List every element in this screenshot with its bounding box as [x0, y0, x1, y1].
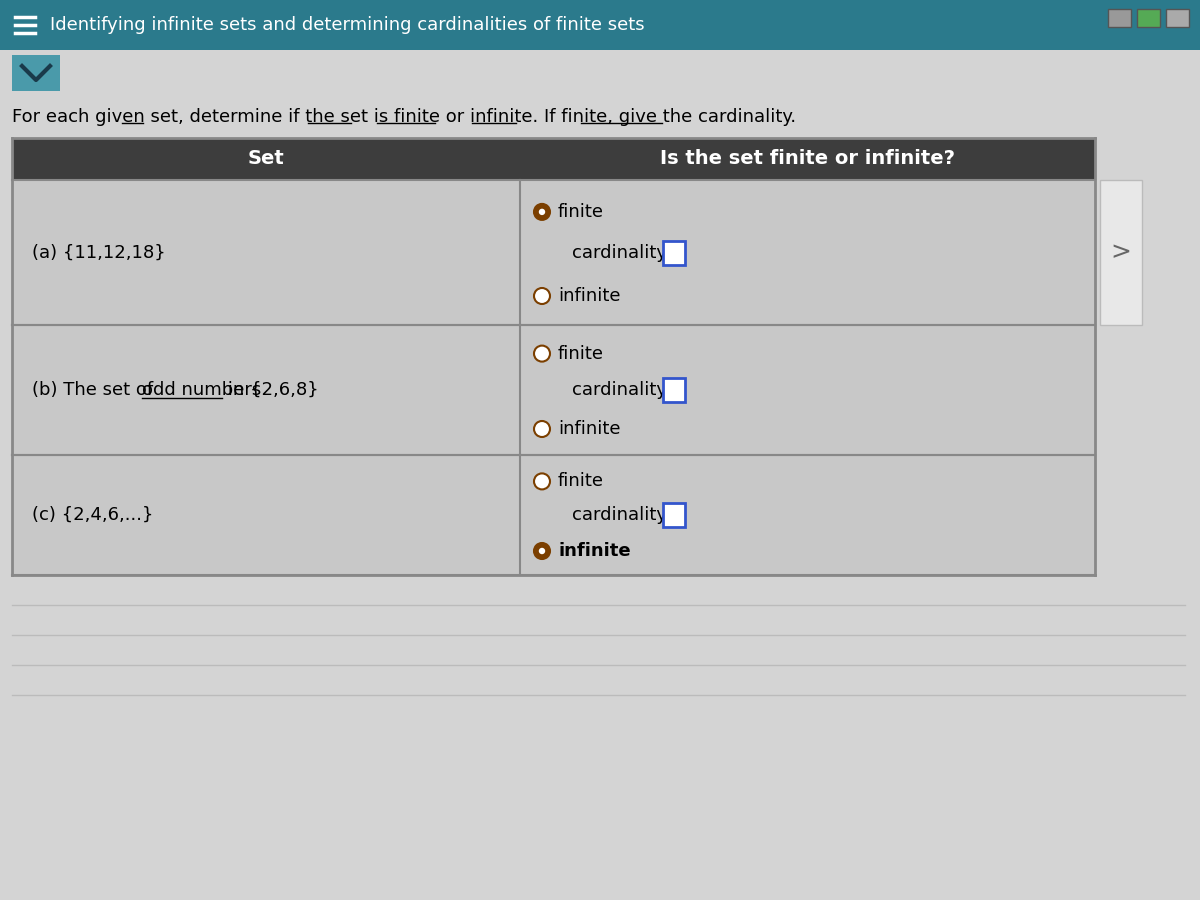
Text: odd numbers: odd numbers	[142, 381, 260, 399]
Text: (c) {2,4,6,...}: (c) {2,4,6,...}	[32, 506, 154, 524]
Circle shape	[539, 209, 545, 215]
Circle shape	[534, 421, 550, 437]
Text: For each given set, determine if the set is finite or infinite. If finite, give : For each given set, determine if the set…	[12, 108, 796, 126]
Text: Is the set finite or infinite?: Is the set finite or infinite?	[660, 149, 955, 168]
Text: cardinality:: cardinality:	[572, 506, 672, 524]
FancyBboxPatch shape	[12, 455, 520, 575]
FancyBboxPatch shape	[12, 138, 520, 180]
FancyBboxPatch shape	[520, 180, 1096, 325]
FancyBboxPatch shape	[664, 378, 685, 402]
Text: infinite: infinite	[558, 420, 620, 438]
Text: cardinality:: cardinality:	[572, 244, 672, 262]
Circle shape	[534, 204, 550, 220]
Text: >: >	[1110, 240, 1132, 265]
Text: Identifying infinite sets and determining cardinalities of finite sets: Identifying infinite sets and determinin…	[50, 16, 644, 34]
Text: (a) {11,12,18}: (a) {11,12,18}	[32, 244, 166, 262]
FancyBboxPatch shape	[1100, 180, 1142, 325]
Circle shape	[539, 548, 545, 554]
FancyBboxPatch shape	[1108, 9, 1132, 27]
FancyBboxPatch shape	[12, 325, 520, 455]
FancyBboxPatch shape	[520, 455, 1096, 575]
FancyBboxPatch shape	[1138, 9, 1160, 27]
FancyBboxPatch shape	[664, 503, 685, 527]
Text: finite: finite	[558, 202, 604, 220]
Text: Set: Set	[247, 149, 284, 168]
Circle shape	[534, 346, 550, 362]
Circle shape	[534, 288, 550, 304]
FancyBboxPatch shape	[1166, 9, 1189, 27]
FancyBboxPatch shape	[520, 325, 1096, 455]
Text: finite: finite	[558, 472, 604, 490]
FancyBboxPatch shape	[12, 55, 60, 91]
FancyBboxPatch shape	[664, 240, 685, 265]
FancyBboxPatch shape	[520, 138, 1096, 180]
FancyBboxPatch shape	[0, 0, 1200, 50]
FancyBboxPatch shape	[12, 180, 520, 325]
Text: infinite: infinite	[558, 287, 620, 305]
Circle shape	[534, 473, 550, 490]
Text: in {2,6,8}: in {2,6,8}	[222, 381, 318, 399]
Text: (b) The set of: (b) The set of	[32, 381, 158, 399]
Text: finite: finite	[558, 345, 604, 363]
Circle shape	[534, 543, 550, 559]
Text: cardinality:: cardinality:	[572, 381, 672, 399]
Text: infinite: infinite	[558, 542, 631, 560]
